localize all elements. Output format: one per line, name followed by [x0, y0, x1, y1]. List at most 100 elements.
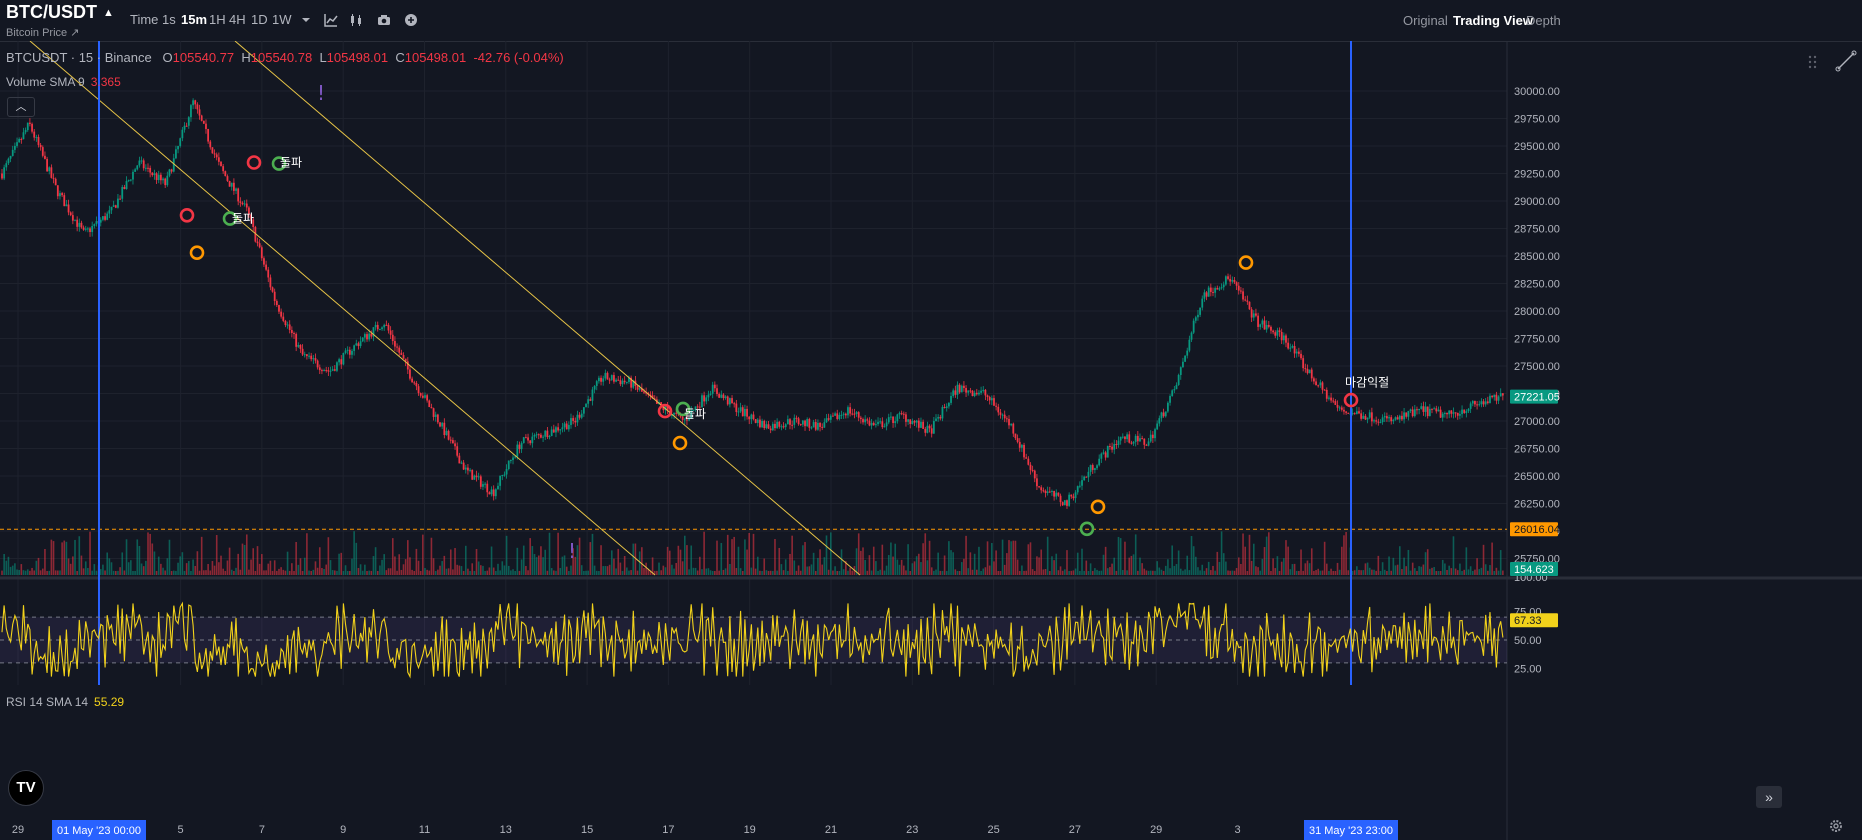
- candle-body: [1224, 276, 1227, 285]
- trendline-tool-icon[interactable]: [1835, 50, 1857, 72]
- tab-original[interactable]: Original: [1403, 13, 1448, 28]
- tab-depth[interactable]: Depth: [1526, 13, 1561, 28]
- candle-body: [1218, 288, 1221, 290]
- caret-up-icon[interactable]: ▲: [103, 7, 114, 20]
- tab-1h[interactable]: 1H: [209, 12, 226, 27]
- volume-bar: [1001, 539, 1004, 575]
- candle-body: [220, 161, 222, 167]
- volume-bar: [24, 570, 27, 575]
- tab-trading-view[interactable]: Trading View: [1453, 13, 1533, 28]
- volume-bar: [1126, 570, 1128, 575]
- volume-bar: [323, 568, 325, 575]
- volume-bar: [651, 557, 654, 575]
- volume-bar: [546, 570, 549, 575]
- volume-bar: [291, 563, 293, 575]
- volume-bar: [776, 570, 778, 575]
- volume-bar: [76, 570, 78, 575]
- candle-body: [1392, 419, 1395, 422]
- volume-bar: [583, 570, 585, 575]
- candle-body: [396, 346, 398, 348]
- scroll-to-realtime-button[interactable]: »: [1756, 786, 1782, 808]
- volume-bar: [915, 556, 918, 575]
- candle-body: [967, 390, 970, 393]
- plus-circle-icon[interactable]: [403, 12, 419, 28]
- rsi-tick-label: 25.00: [1514, 664, 1542, 676]
- candle-body: [314, 358, 317, 361]
- tradingview-logo[interactable]: TV: [8, 770, 44, 806]
- volume-bar: [756, 556, 759, 575]
- volume-bar: [817, 557, 819, 575]
- candle-body: [1173, 389, 1176, 391]
- volume-bar: [443, 555, 446, 575]
- candle-body: [617, 379, 620, 381]
- volume-bar: [763, 558, 766, 575]
- candle-body: [832, 415, 834, 417]
- volume-bar: [754, 568, 757, 575]
- tab-15m[interactable]: 15m: [181, 12, 208, 27]
- candle-body: [359, 341, 362, 347]
- candle-body: [1255, 313, 1257, 316]
- volume-bar: [881, 544, 884, 575]
- volume-bar: [396, 570, 398, 575]
- volume-bar: [716, 540, 718, 575]
- candle-body: [486, 483, 489, 493]
- volume-bar: [65, 541, 68, 575]
- candle-body: [662, 405, 665, 411]
- tab-1s[interactable]: 1s: [162, 12, 176, 27]
- candle-body: [1426, 406, 1429, 417]
- candles-icon[interactable]: [348, 12, 364, 28]
- candle-body: [786, 419, 789, 425]
- chevron-down-icon[interactable]: [298, 12, 314, 28]
- gear-icon[interactable]: [1828, 818, 1844, 834]
- tab-1w[interactable]: 1W: [272, 12, 292, 27]
- candle-body: [1115, 443, 1118, 445]
- candle-body: [200, 115, 203, 121]
- volume-bar: [1424, 552, 1427, 575]
- symbol-title[interactable]: BTC/USDT ▲: [6, 2, 114, 22]
- volume-bar: [432, 558, 435, 575]
- tab-4h[interactable]: 4H: [229, 12, 246, 27]
- candle-body: [355, 343, 358, 346]
- volume-bar: [662, 565, 665, 575]
- candle-body: [640, 388, 643, 392]
- volume-bar: [235, 567, 237, 575]
- volume-bar: [748, 532, 751, 575]
- candle-body: [1229, 278, 1232, 282]
- candle-body: [424, 395, 426, 398]
- volume-bar: [492, 567, 495, 575]
- camera-icon[interactable]: [376, 12, 392, 28]
- volume-bar: [372, 556, 375, 575]
- volume-bar: [973, 553, 976, 575]
- tab-1d[interactable]: 1D: [251, 12, 268, 27]
- volume-bar: [671, 564, 673, 575]
- tab-time[interactable]: Time: [130, 12, 159, 27]
- candle-body: [456, 446, 459, 456]
- volume-bar: [160, 563, 162, 575]
- volume-bar: [48, 570, 51, 575]
- volume-bar: [1207, 561, 1210, 575]
- volume-bar: [205, 570, 207, 575]
- volume-bar: [1186, 555, 1189, 575]
- candle-body: [1001, 414, 1004, 416]
- volume-bar: [469, 570, 471, 575]
- volume-bar: [329, 560, 332, 575]
- candle-body: [501, 474, 504, 476]
- collapse-legend-button[interactable]: ︿: [7, 97, 35, 117]
- volume-bar: [963, 558, 965, 575]
- symbol-subtitle[interactable]: Bitcoin Price ↗: [6, 27, 80, 39]
- candle-body: [91, 225, 94, 233]
- candle-body: [613, 375, 615, 382]
- volume-bar: [1087, 570, 1090, 575]
- candle-body: [937, 417, 940, 419]
- indicator-icon[interactable]: [323, 12, 339, 28]
- volume-bar: [3, 553, 5, 575]
- volume-bar: [477, 561, 480, 575]
- volume-bar: [321, 567, 323, 575]
- candle-body: [810, 427, 813, 429]
- drag-handle-icon[interactable]: [1808, 55, 1817, 69]
- volume-bar: [913, 561, 916, 575]
- candle-body: [1143, 438, 1146, 445]
- volume-bar: [295, 541, 297, 575]
- drawing-tools[interactable]: [1800, 47, 1860, 77]
